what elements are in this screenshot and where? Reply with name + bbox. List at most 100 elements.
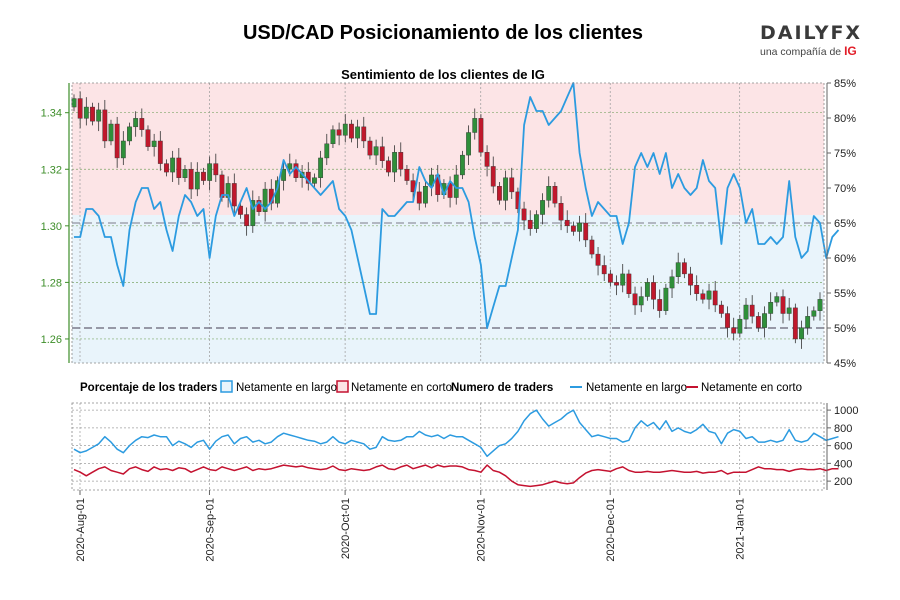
sentiment-tick-label-6: 75% bbox=[834, 148, 856, 160]
candle-84 bbox=[589, 235, 595, 259]
candle-85 bbox=[595, 247, 601, 276]
candle-52 bbox=[392, 145, 397, 182]
candle-64 bbox=[466, 125, 471, 166]
candle-71 bbox=[509, 167, 515, 199]
candle-87 bbox=[607, 269, 613, 287]
legend-pct-title: Porcentaje de los traders bbox=[80, 382, 217, 394]
candle-body-2 bbox=[83, 106, 89, 119]
candle-56 bbox=[416, 181, 422, 211]
candle-body-48 bbox=[367, 140, 373, 156]
candle-body-0 bbox=[71, 98, 77, 108]
candle-body-81 bbox=[570, 225, 576, 232]
candle-65 bbox=[472, 108, 478, 140]
candle-109 bbox=[743, 297, 749, 330]
date-tick-label-2: 2020-Oct-01 bbox=[340, 498, 352, 559]
candle-body-107 bbox=[731, 327, 737, 334]
candle-body-98 bbox=[675, 262, 681, 277]
candle-body-91 bbox=[632, 293, 638, 306]
price-tick-label-2: 1.30 bbox=[41, 221, 62, 233]
count-tick-label-2: 600 bbox=[834, 441, 852, 453]
candle-29 bbox=[250, 190, 256, 233]
candle-body-70 bbox=[503, 177, 508, 201]
candle-body-85 bbox=[595, 253, 601, 266]
bottom-grid bbox=[72, 403, 824, 490]
price-tick-label-4: 1.34 bbox=[41, 108, 62, 120]
candle-80 bbox=[564, 210, 570, 233]
candle-76 bbox=[540, 193, 545, 225]
candle-50 bbox=[379, 136, 385, 168]
candle-1 bbox=[77, 91, 83, 129]
candle-30 bbox=[256, 196, 262, 216]
price-tick-label-3: 1.32 bbox=[41, 164, 62, 176]
candle-body-17 bbox=[176, 157, 182, 178]
candle-body-110 bbox=[749, 304, 755, 317]
count-series-short bbox=[73, 464, 839, 488]
candle-113 bbox=[768, 292, 774, 321]
candle-body-54 bbox=[404, 169, 410, 181]
candle-body-84 bbox=[589, 239, 595, 255]
candle-45 bbox=[349, 119, 354, 143]
candle-body-88 bbox=[614, 282, 619, 286]
candle-12 bbox=[145, 125, 151, 151]
candle-body-82 bbox=[577, 222, 582, 232]
candle-body-27 bbox=[238, 205, 243, 215]
candle-body-109 bbox=[743, 304, 749, 320]
candle-86 bbox=[601, 255, 607, 281]
candle-body-49 bbox=[373, 146, 379, 156]
candle-70 bbox=[503, 170, 508, 211]
candle-78 bbox=[552, 181, 558, 208]
candle-79 bbox=[558, 196, 564, 231]
candle-94 bbox=[651, 275, 656, 310]
candle-body-106 bbox=[725, 313, 730, 328]
candle-body-114 bbox=[774, 296, 780, 303]
price-axis: 1.26 1.28 1.30 1.32 1.34 bbox=[41, 83, 70, 363]
candle-body-94 bbox=[651, 282, 656, 300]
dailyfx-logo: DAILYFX una compañía de IG bbox=[760, 22, 870, 58]
candle-body-121 bbox=[817, 299, 823, 311]
sentiment-axis: 45% 50% 55% 60% 65% 70% 75% 80% 85% bbox=[826, 78, 856, 370]
candle-57 bbox=[423, 181, 428, 208]
candle-body-61 bbox=[447, 183, 453, 198]
candle-body-95 bbox=[657, 299, 663, 311]
trader-count-plot bbox=[71, 402, 839, 491]
sentiment-tick-label-2: 55% bbox=[834, 288, 856, 300]
candle-54 bbox=[404, 165, 410, 185]
candle-101 bbox=[694, 275, 700, 301]
candle-51 bbox=[386, 156, 391, 177]
candle-body-41 bbox=[324, 143, 330, 159]
candle-2 bbox=[83, 97, 89, 126]
candle-body-53 bbox=[398, 152, 404, 170]
candle-16 bbox=[170, 150, 176, 182]
candle-body-92 bbox=[638, 296, 644, 306]
candle-47 bbox=[361, 116, 367, 149]
candle-body-51 bbox=[386, 160, 391, 173]
candle-body-71 bbox=[509, 177, 515, 193]
candle-103 bbox=[706, 283, 712, 310]
sentiment-tick-label-5: 70% bbox=[834, 183, 856, 195]
legend-count-short-label: Netamente en corto bbox=[701, 382, 802, 394]
count-series-long bbox=[73, 409, 839, 458]
candle-41 bbox=[324, 133, 330, 166]
candle-body-9 bbox=[127, 126, 132, 142]
candle-body-69 bbox=[497, 186, 502, 201]
candle-110 bbox=[749, 295, 755, 324]
candle-body-43 bbox=[336, 129, 342, 136]
candle-body-74 bbox=[527, 219, 533, 229]
sentiment-tick-label-3: 60% bbox=[834, 253, 856, 265]
candle-body-19 bbox=[188, 169, 194, 190]
candle-67 bbox=[484, 145, 490, 177]
candle-43 bbox=[336, 122, 342, 146]
candle-body-113 bbox=[768, 301, 774, 314]
candle-body-1 bbox=[77, 98, 83, 119]
candle-body-44 bbox=[342, 123, 348, 136]
candle-body-101 bbox=[694, 285, 700, 294]
candle-44 bbox=[342, 114, 348, 143]
candle-body-75 bbox=[533, 214, 539, 229]
candle-116 bbox=[786, 297, 792, 321]
candle-body-39 bbox=[312, 177, 317, 184]
candle-90 bbox=[626, 269, 632, 298]
candle-6 bbox=[108, 119, 114, 146]
candle-body-79 bbox=[558, 203, 564, 221]
candle-body-21 bbox=[201, 171, 206, 181]
candle-40 bbox=[318, 150, 324, 188]
